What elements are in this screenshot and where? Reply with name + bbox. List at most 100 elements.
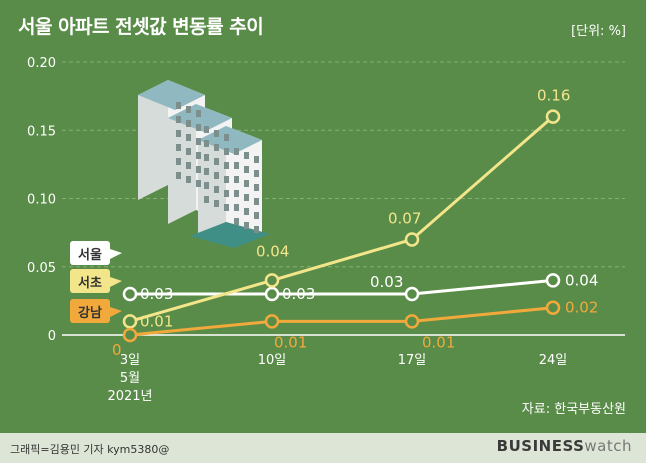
building-window xyxy=(254,198,259,205)
building-window xyxy=(234,148,239,155)
building-window xyxy=(176,102,181,109)
data-point xyxy=(122,286,138,302)
building-window xyxy=(234,218,239,225)
series-tag xyxy=(70,241,110,265)
building-window xyxy=(176,158,181,165)
data-point xyxy=(122,327,138,343)
series-tag-label: 강남 xyxy=(78,305,102,321)
data-point xyxy=(264,286,280,302)
building-window xyxy=(234,190,239,197)
series-tag-pointer xyxy=(110,277,122,287)
data-point xyxy=(404,286,420,302)
data-point xyxy=(545,273,561,288)
building-window xyxy=(224,190,229,197)
building-window xyxy=(176,116,181,123)
x-tick-label: 3일 xyxy=(120,353,140,368)
y-tick-label: 0.20 xyxy=(27,56,56,71)
data-label: 0.07 xyxy=(388,209,421,227)
footer-bar: 그래픽=김용민 기자 kym5380@ BUSINESSwatch xyxy=(0,433,646,463)
building-window xyxy=(244,166,249,173)
building-window xyxy=(186,106,191,113)
x-sublabel: 2021년 xyxy=(107,389,152,404)
building-window xyxy=(196,166,201,173)
brand-logo: BUSINESSwatch xyxy=(497,437,632,455)
data-label: 0.04 xyxy=(256,242,289,260)
data-point xyxy=(404,314,420,329)
series-line xyxy=(129,306,554,337)
data-point xyxy=(122,314,138,329)
building-window xyxy=(204,140,209,147)
data-label: 0.04 xyxy=(565,271,598,289)
building-window xyxy=(224,148,229,155)
data-label: 0.01 xyxy=(422,333,455,351)
data-point xyxy=(545,300,561,315)
y-tick-label: 0.10 xyxy=(27,193,56,208)
building-window xyxy=(214,186,219,193)
data-label: 0.02 xyxy=(565,299,598,317)
series-tag xyxy=(70,299,110,323)
building-window xyxy=(186,148,191,155)
building-window xyxy=(186,162,191,169)
building-window xyxy=(176,172,181,179)
building-window xyxy=(234,162,239,169)
building-window xyxy=(196,152,201,159)
building-window xyxy=(204,196,209,203)
building-window xyxy=(214,172,219,179)
data-label: 0.03 xyxy=(140,285,173,303)
building-window xyxy=(186,176,191,183)
y-tick-label: 0 xyxy=(48,329,56,344)
building-window xyxy=(244,194,249,201)
building-window xyxy=(196,110,201,117)
building-window xyxy=(204,168,209,175)
building-window xyxy=(204,182,209,189)
building-window xyxy=(204,126,209,133)
data-label: 0.01 xyxy=(274,333,307,351)
data-point xyxy=(264,273,280,288)
building-window xyxy=(224,162,229,169)
data-label: 0.03 xyxy=(282,285,315,303)
chart-title: 서울 아파트 전셋값 변동률 추이 xyxy=(18,16,264,38)
series-tag-label: 서초 xyxy=(78,276,102,291)
data-point xyxy=(545,109,561,124)
building-window xyxy=(224,134,229,141)
building-window xyxy=(176,130,181,137)
building-window xyxy=(224,204,229,211)
building-window xyxy=(196,180,201,187)
building-window xyxy=(224,176,229,183)
brand-logo-light: watch xyxy=(584,437,632,455)
source-label: 자료: 한국부동산원 xyxy=(521,402,626,417)
series-tag-pointer xyxy=(110,249,122,259)
x-tick-label: 10일 xyxy=(258,353,287,368)
series-tag-label: 서울 xyxy=(78,247,102,263)
credit-label: 그래픽=김용민 기자 kym5380@ xyxy=(10,443,170,456)
building-window xyxy=(244,180,249,187)
series-line xyxy=(129,115,554,323)
data-label: 0 xyxy=(112,341,122,359)
building-window xyxy=(186,120,191,127)
building-window xyxy=(176,144,181,151)
building-window xyxy=(204,154,209,161)
building-window xyxy=(196,138,201,145)
apartment-buildings-icon xyxy=(138,80,270,248)
series-line xyxy=(130,278,554,296)
building-window xyxy=(214,158,219,165)
building-window xyxy=(254,226,259,233)
data-label: 0.01 xyxy=(140,312,173,330)
x-tick-label: 17일 xyxy=(398,353,427,368)
series-tag xyxy=(70,269,110,293)
building-window xyxy=(214,144,219,151)
building-window xyxy=(244,208,249,215)
building-window xyxy=(196,124,201,131)
brand-logo-bold: BUSINESS xyxy=(496,437,585,455)
data-label: 0.03 xyxy=(370,273,403,291)
data-label: 0.16 xyxy=(537,87,570,105)
building-window xyxy=(234,176,239,183)
building-window xyxy=(244,152,249,159)
line-chart: 0 0.05 0.10 0.15 0.20 3일 10일 17일 24일 5월 2021년 0.0… xyxy=(27,56,625,404)
unit-label: [단위: %] xyxy=(571,24,626,39)
x-tick-label: 24일 xyxy=(539,353,568,368)
x-sublabel: 5월 xyxy=(120,371,140,386)
data-point xyxy=(264,314,280,329)
building-window xyxy=(254,156,259,163)
